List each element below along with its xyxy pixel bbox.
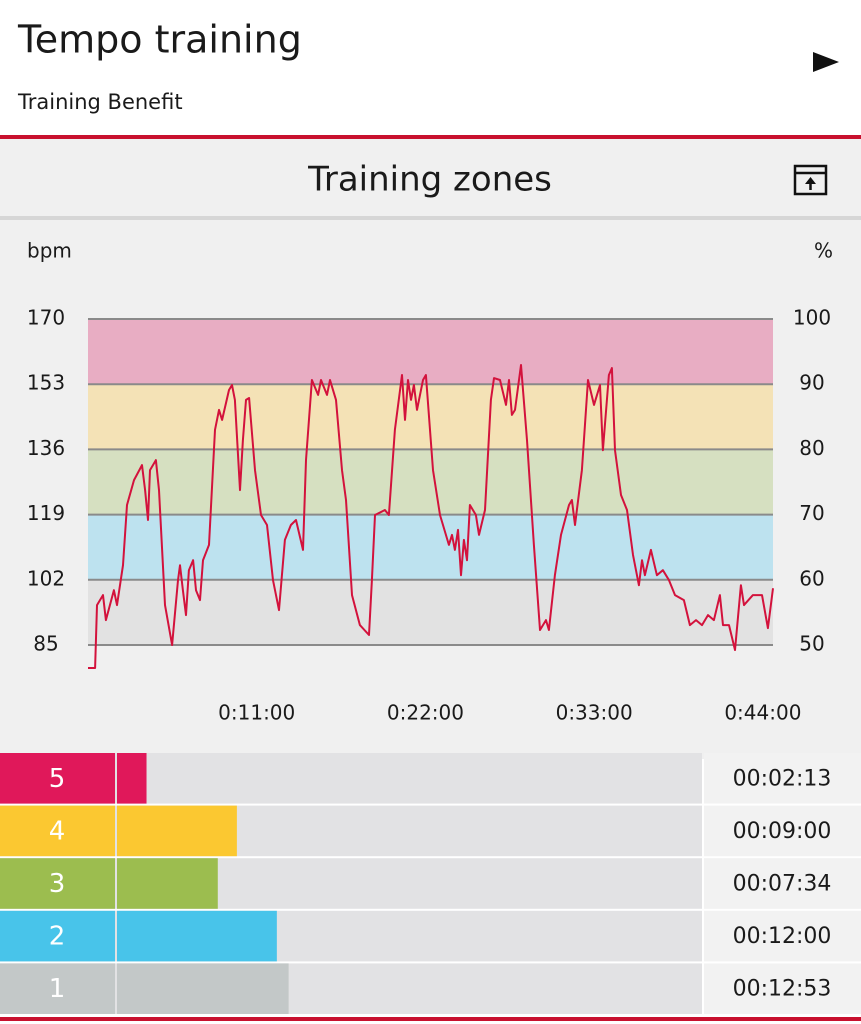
zone-number: 1 <box>49 974 66 1004</box>
zone-time: 00:02:13 <box>733 766 832 791</box>
y-tick-label: 136 <box>27 436 65 460</box>
y-tick-label: 102 <box>27 566 65 590</box>
section-title: Training zones <box>307 160 552 200</box>
zone-band <box>88 449 773 515</box>
zone-band <box>88 579 773 645</box>
zone-table: 5 00:02:13 4 00:09:00 3 00:07:34 2 00:12:00 1 00:… <box>0 753 861 1014</box>
title: Tempo training <box>17 18 302 62</box>
zone-bar <box>117 910 277 962</box>
zone-time: 00:12:00 <box>733 924 832 949</box>
x-tick-label: 0:22:00 <box>387 701 464 725</box>
y-tick-label: 153 <box>27 371 65 395</box>
zone-bar <box>117 753 147 804</box>
zone-label-cell <box>0 963 115 1014</box>
zone-number: 5 <box>49 764 66 794</box>
zone-time: 00:07:34 <box>733 872 832 897</box>
zone-label-cell <box>0 858 115 909</box>
zone-bar <box>117 858 218 909</box>
play-button[interactable] <box>813 52 839 72</box>
x-tick-label: 0:44:00 <box>724 701 801 725</box>
y-axis-label: bpm <box>27 239 72 263</box>
zone-number: 2 <box>49 922 66 952</box>
y-tick-label: 170 <box>27 306 65 330</box>
export-icon[interactable] <box>793 164 828 196</box>
y-tick-label: 85 <box>33 632 58 656</box>
section-header <box>0 139 861 216</box>
y2-axis-label: % <box>814 239 833 263</box>
zone-band <box>88 514 773 580</box>
y2-tick-label: 60 <box>799 566 824 590</box>
zone-bar <box>117 805 237 857</box>
y2-tick-label: 100 <box>793 306 831 330</box>
plot: 85 102 119 136 153 170 50 60 70 80 90 100 0:11:00 0:2… <box>27 306 831 725</box>
y2-tick-label: 80 <box>799 436 824 460</box>
zone-label-cell <box>0 805 115 857</box>
shadow <box>0 214 861 220</box>
y2-tick-label: 70 <box>799 501 824 525</box>
zone-time-cell <box>704 963 861 1014</box>
zone-bar <box>117 963 289 1014</box>
zone-band <box>88 319 773 385</box>
zone-time: 00:09:00 <box>733 819 832 844</box>
y-tick-label: 119 <box>27 501 65 525</box>
divider <box>0 135 861 139</box>
zone-label-cell <box>0 753 115 804</box>
x-tick-label: 0:33:00 <box>556 701 633 725</box>
bottom-divider <box>0 1017 861 1021</box>
zone-time-cell <box>704 753 861 804</box>
y2-tick-label: 50 <box>799 632 824 656</box>
heart-rate-line <box>88 364 774 669</box>
zone-label-cell <box>0 910 115 962</box>
y2-tick-label: 90 <box>799 371 824 395</box>
zone-time-cell <box>704 805 861 857</box>
x-tick-label: 0:11:00 <box>218 701 295 725</box>
zone-time: 00:12:53 <box>733 977 832 1002</box>
zone-number: 4 <box>49 816 66 846</box>
header-bg <box>0 0 861 136</box>
zone-time-cell <box>704 858 861 909</box>
zone-time-cell <box>704 910 861 962</box>
zone-number: 3 <box>49 869 66 899</box>
subtitle: Training Benefit <box>17 90 183 114</box>
